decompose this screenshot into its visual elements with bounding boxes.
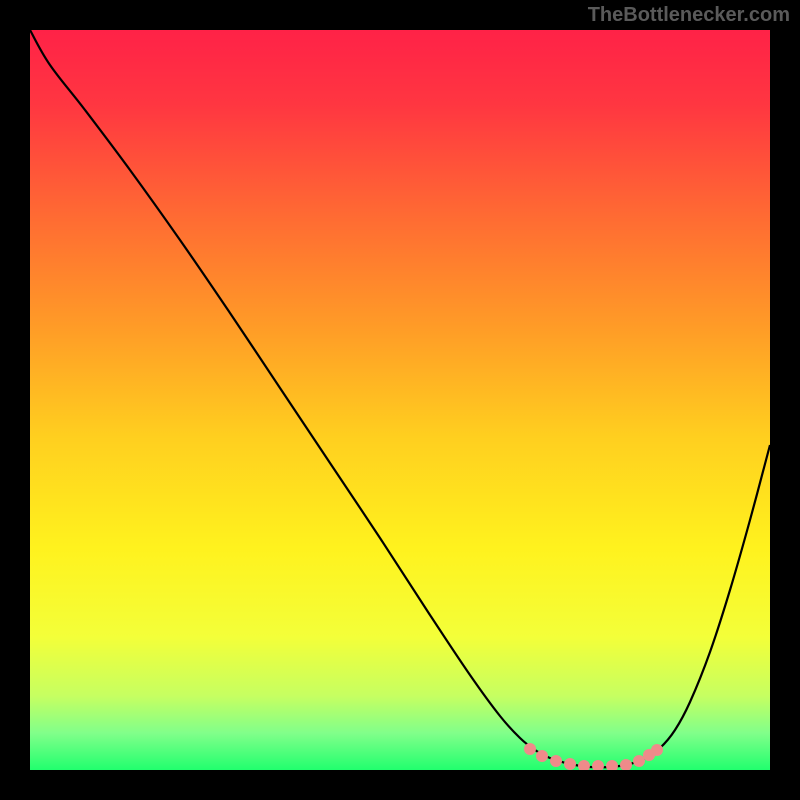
chart-plot-area <box>30 30 770 770</box>
curve-marker <box>524 743 536 755</box>
curve-marker <box>564 758 576 770</box>
curve-marker <box>606 760 618 770</box>
curve-marker <box>592 760 604 770</box>
curve-marker <box>578 760 590 770</box>
curve-marker <box>620 759 632 770</box>
curve-marker <box>651 744 663 756</box>
watermark-text: TheBottlenecker.com <box>588 4 790 27</box>
curve-marker <box>550 755 562 767</box>
bottleneck-curve <box>30 30 770 770</box>
curve-marker <box>536 750 548 762</box>
